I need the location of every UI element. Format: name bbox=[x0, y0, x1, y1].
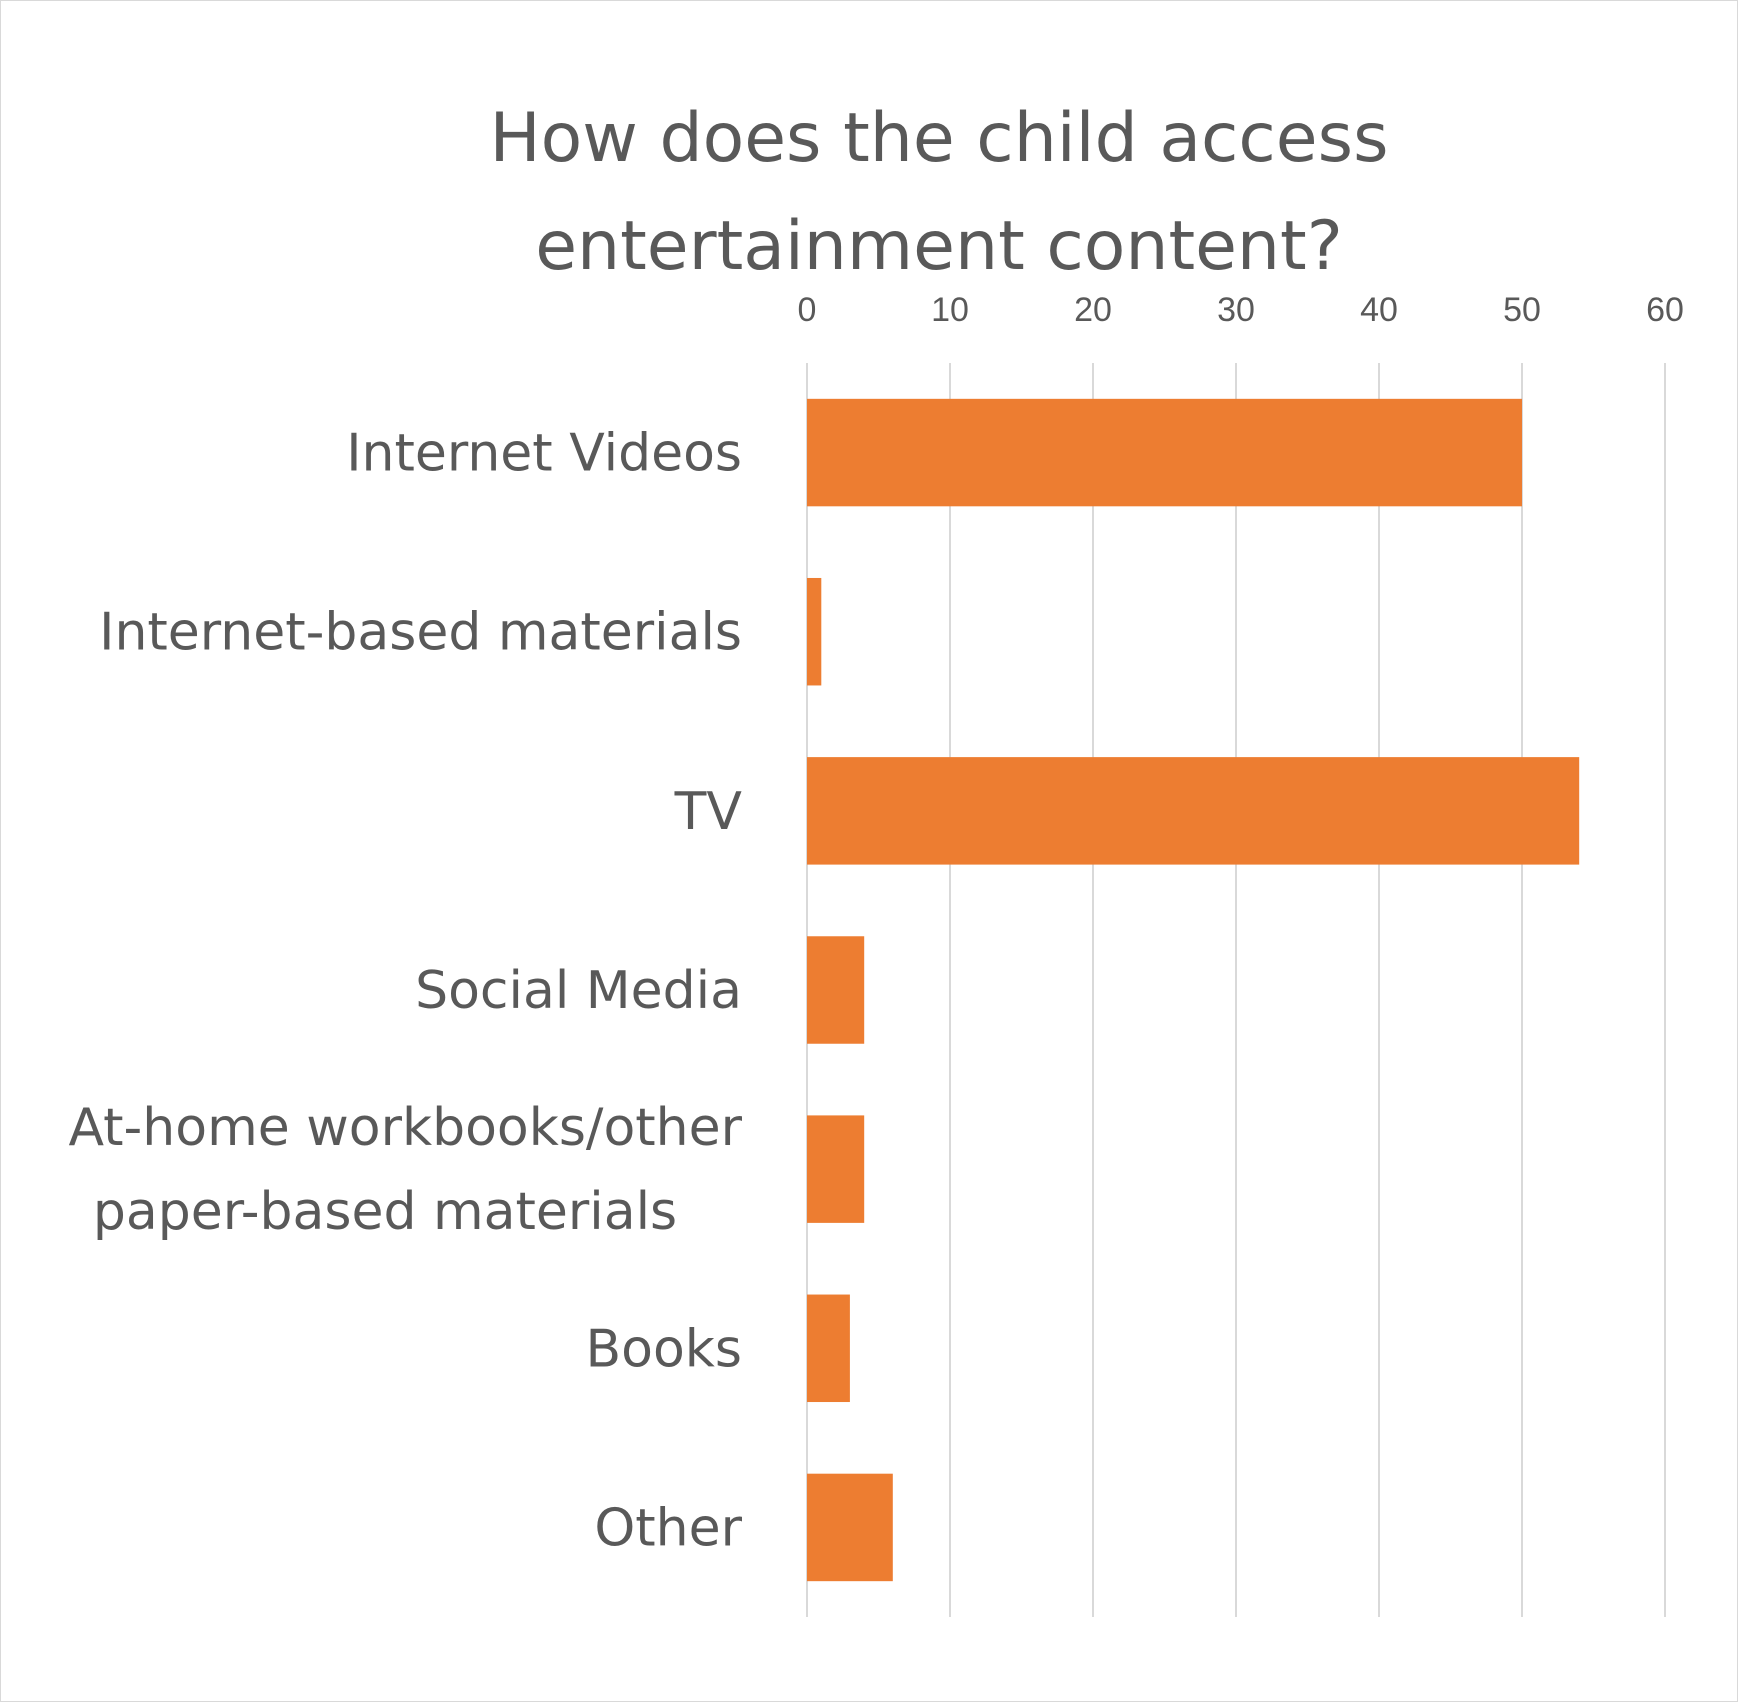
bar-2 bbox=[807, 757, 1580, 865]
bar-5 bbox=[807, 1294, 850, 1403]
category-label-1: Internet-based materials bbox=[99, 603, 742, 663]
x-tick-label-40: 40 bbox=[1360, 291, 1398, 329]
chart-title: How does the child access entertainment c… bbox=[489, 99, 1388, 286]
bar-6 bbox=[807, 1473, 893, 1582]
bar-1 bbox=[807, 577, 822, 686]
category-labels: Internet Videos Internet-based materials T… bbox=[69, 424, 743, 1559]
category-label-4-line-1: At-home workbooks/other bbox=[69, 1098, 743, 1158]
chart-title-line-2: entertainment content? bbox=[535, 207, 1343, 286]
category-label-3: Social Media bbox=[415, 961, 742, 1021]
category-label-5: Books bbox=[585, 1319, 742, 1379]
gridlines bbox=[806, 363, 1666, 1617]
x-tick-label-60: 60 bbox=[1646, 291, 1684, 329]
x-tick-label-10: 10 bbox=[931, 291, 969, 329]
category-label-6: Other bbox=[594, 1498, 742, 1558]
bar-0 bbox=[807, 398, 1522, 507]
x-tick-labels: 0 10 20 30 40 50 60 bbox=[798, 291, 1684, 329]
x-tick-label-0: 0 bbox=[798, 291, 817, 329]
bars bbox=[807, 398, 1580, 1582]
category-label-2: TV bbox=[674, 782, 743, 842]
bar-3 bbox=[807, 936, 865, 1044]
x-tick-label-20: 20 bbox=[1074, 291, 1112, 329]
bar-4 bbox=[807, 1115, 865, 1223]
category-label-4-line-2: paper-based materials bbox=[93, 1182, 677, 1242]
x-tick-label-30: 30 bbox=[1217, 291, 1255, 329]
chart-title-line-1: How does the child access bbox=[489, 99, 1388, 178]
category-label-0: Internet Videos bbox=[346, 424, 742, 484]
x-tick-label-50: 50 bbox=[1503, 291, 1541, 329]
